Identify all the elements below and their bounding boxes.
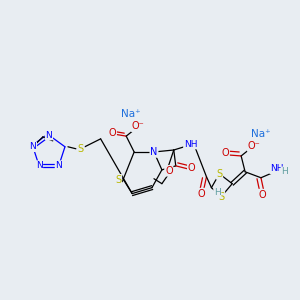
Text: N: N [56,161,62,170]
Text: O: O [258,190,266,200]
Text: S: S [78,144,84,154]
Text: O⁻: O⁻ [248,141,260,151]
Text: O: O [109,128,116,138]
Text: N: N [46,130,52,140]
Text: O⁻: O⁻ [132,121,145,131]
Text: H: H [281,167,288,176]
Text: N: N [30,142,36,151]
Text: S: S [216,169,222,179]
Text: O: O [198,189,205,199]
Text: O: O [221,148,229,158]
Text: H: H [214,188,221,197]
Text: Na⁺: Na⁺ [251,129,271,139]
Text: O: O [165,166,172,176]
Text: Na⁺: Na⁺ [122,109,141,119]
Text: N: N [36,161,42,170]
Text: S: S [115,175,122,185]
Text: N: N [150,147,158,157]
Text: NH: NH [270,164,284,173]
Text: S: S [218,192,224,202]
Text: O: O [188,163,195,173]
Text: NH: NH [184,140,197,148]
